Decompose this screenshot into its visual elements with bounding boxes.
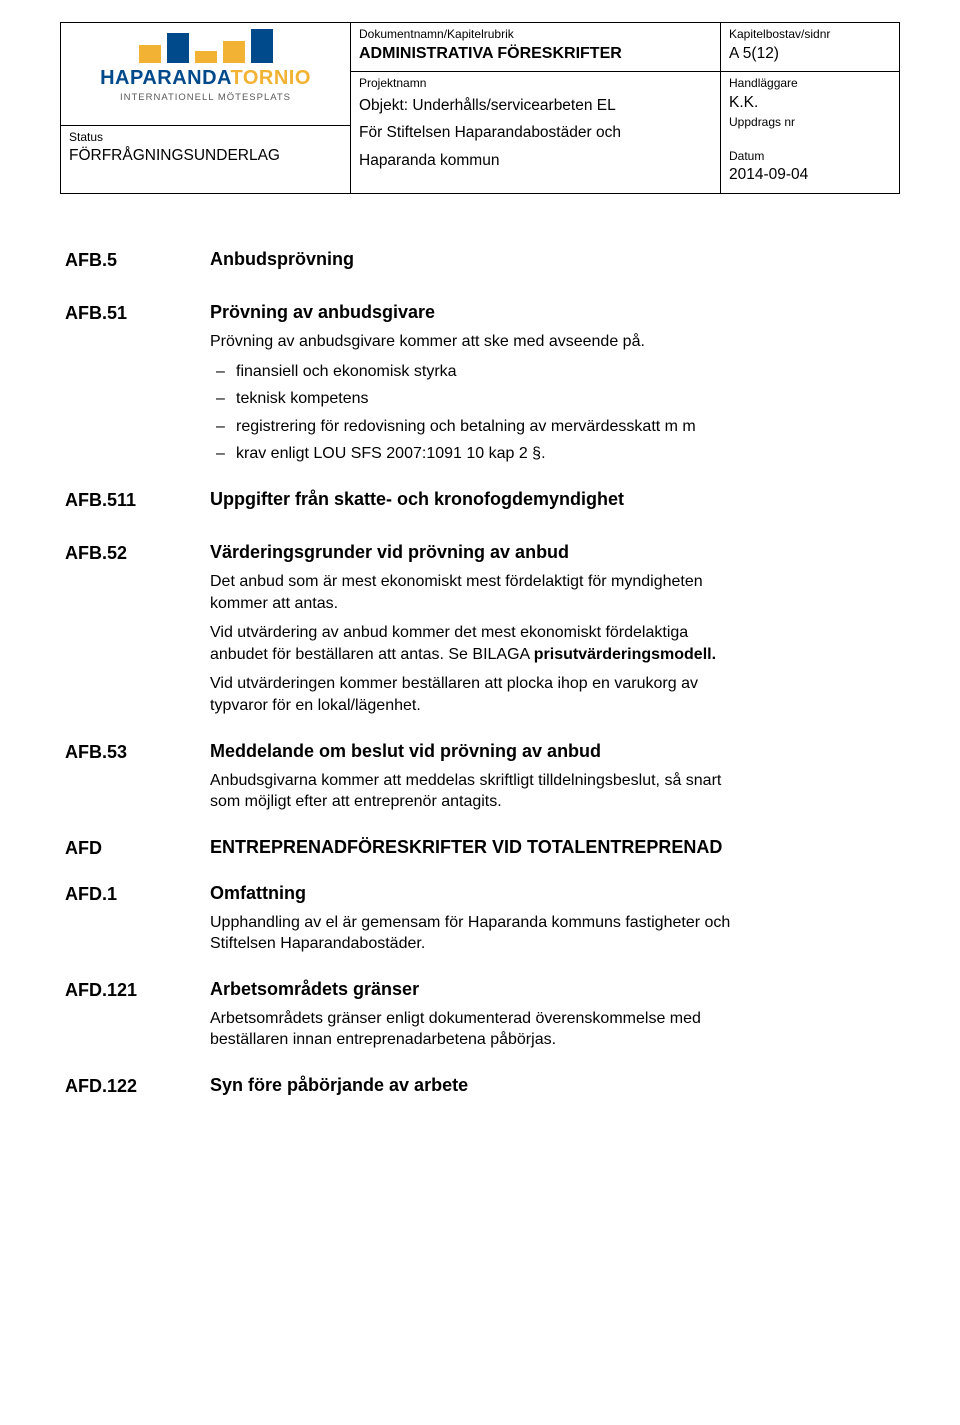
section-heading: Omfattning: [210, 883, 750, 904]
right-meta-cell: Handläggare K.K. Uppdrags nr Datum 2014-…: [721, 71, 900, 193]
project-line1: Objekt: Underhålls/servicearbeten EL: [359, 95, 712, 117]
doc-name-value: ADMINISTRATIVA FÖRESKRIFTER: [359, 43, 712, 65]
section-afb53: AFB.53 Meddelande om beslut vid prövning…: [65, 741, 900, 821]
section-afd: AFD ENTREPRENADFÖRESKRIFTER VID TOTALENT…: [65, 837, 900, 859]
handler-label: Handläggare: [729, 76, 891, 92]
assignment-label: Uppdrags nr: [729, 115, 891, 131]
project-cell: Projektnamn Objekt: Underhålls/servicear…: [351, 71, 721, 193]
section-heading: Uppgifter från skatte- och kronofogdemyn…: [210, 489, 624, 510]
section-afd122: AFD.122 Syn före påbörjande av arbete: [65, 1075, 900, 1104]
status-cell: Status FÖRFRÅGNINGSUNDERLAG: [61, 125, 351, 193]
project-line2: För Stiftelsen Haparandabostäder och: [359, 122, 712, 144]
section-afd121: AFD.121 Arbetsområdets gränser Arbetsomr…: [65, 979, 900, 1059]
section-heading: Meddelande om beslut vid prövning av anb…: [210, 741, 750, 762]
section-code: AFB.511: [65, 489, 210, 518]
section-text: Upphandling av el är gemensam för Hapara…: [210, 912, 750, 955]
list-item: krav enligt LOU SFS 2007:1091 10 kap 2 §…: [210, 443, 696, 465]
section-heading: Arbetsområdets gränser: [210, 979, 750, 1000]
document-body: AFB.5 Anbudsprövning AFB.51 Prövning av …: [60, 249, 900, 1104]
logo-subtitle: INTERNATIONELL MÖTESPLATS: [69, 92, 342, 103]
list-item: finansiell och ekonomisk styrka: [210, 361, 696, 383]
chapter-label: Kapitelbostav/sidnr: [729, 27, 891, 43]
section-afb51: AFB.51 Prövning av anbudsgivare Prövning…: [65, 302, 900, 473]
doc-name-label: Dokumentnamn/Kapitelrubrik: [359, 27, 712, 43]
section-code: AFD.1: [65, 883, 210, 963]
logo-title: HAPARANDATORNIO: [69, 67, 342, 90]
section-code: AFB.52: [65, 542, 210, 725]
chapter-cell: Kapitelbostav/sidnr A 5(12): [721, 23, 900, 72]
bullet-list: finansiell och ekonomisk styrka teknisk …: [210, 361, 696, 465]
status-value: FÖRFRÅGNINGSUNDERLAG: [69, 145, 342, 167]
status-label: Status: [69, 130, 342, 146]
date-label: Datum: [729, 149, 891, 165]
list-item: teknisk kompetens: [210, 388, 696, 410]
logo-bars-icon: [69, 27, 342, 63]
section-code: AFB.5: [65, 249, 210, 278]
project-label: Projektnamn: [359, 76, 712, 92]
section-text: Anbudsgivarna kommer att meddelas skrift…: [210, 770, 750, 813]
section-afd1: AFD.1 Omfattning Upphandling av el är ge…: [65, 883, 900, 963]
section-heading: Syn före påbörjande av arbete: [210, 1075, 468, 1096]
section-text: Det anbud som är mest ekonomiskt mest fö…: [210, 571, 750, 614]
section-text: Prövning av anbudsgivare kommer att ske …: [210, 331, 696, 353]
section-afb52: AFB.52 Värderingsgrunder vid prövning av…: [65, 542, 900, 725]
date-value: 2014-09-04: [729, 164, 891, 186]
section-code: AFD.121: [65, 979, 210, 1059]
project-line3: Haparanda kommun: [359, 150, 712, 172]
section-text: Arbetsområdets gränser enligt dokumenter…: [210, 1008, 750, 1051]
chapter-value: A 5(12): [729, 43, 891, 65]
handler-value: K.K.: [729, 92, 891, 114]
logo-cell: HAPARANDATORNIO INTERNATIONELL MÖTESPLAT…: [61, 23, 351, 126]
doc-name-cell: Dokumentnamn/Kapitelrubrik ADMINISTRATIV…: [351, 23, 721, 72]
section-text: Vid utvärderingen kommer beställaren att…: [210, 673, 750, 716]
section-code: AFB.53: [65, 741, 210, 821]
section-heading: ENTREPRENADFÖRESKRIFTER VID TOTALENTREPR…: [210, 837, 722, 858]
section-code: AFD: [65, 837, 210, 859]
section-afb5: AFB.5 Anbudsprövning: [65, 249, 900, 278]
document-header-table: HAPARANDATORNIO INTERNATIONELL MÖTESPLAT…: [60, 22, 900, 194]
section-code: AFB.51: [65, 302, 210, 473]
list-item: registrering för redovisning och betalni…: [210, 416, 696, 438]
section-heading: Anbudsprövning: [210, 249, 354, 270]
section-heading: Värderingsgrunder vid prövning av anbud: [210, 542, 750, 563]
section-heading: Prövning av anbudsgivare: [210, 302, 696, 323]
section-text: Vid utvärdering av anbud kommer det mest…: [210, 622, 750, 665]
section-afb511: AFB.511 Uppgifter från skatte- och krono…: [65, 489, 900, 518]
section-code: AFD.122: [65, 1075, 210, 1104]
